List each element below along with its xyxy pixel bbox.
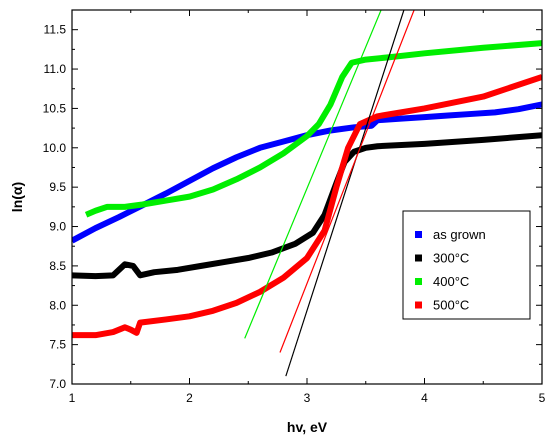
x-axis-title: hv, eV [287,419,328,435]
legend-box [402,210,531,320]
y-axis: 7.0 7.5 8.0 8.5 9.0 9.5 10.0 10.5 11.0 11.5 [43,9,542,391]
y-tick-label: 8.0 [49,298,66,312]
legend-label-3: 500°C [433,298,469,313]
legend-marker-1 [415,254,422,262]
x-tick-label: 5 [539,391,546,405]
y-tick-label: 9.5 [49,180,66,194]
legend-label-1: 300°C [433,251,469,266]
legend-marker-0 [415,231,422,238]
legend: as grown 300°C 400°C 500°C [402,210,531,320]
legend-marker-2 [415,278,422,285]
y-tick-label: 9.0 [49,220,66,234]
series-layer [72,40,542,339]
x-tick-label: 4 [421,391,428,405]
fit-line-2 [244,10,382,339]
x-tick-label: 1 [69,391,76,405]
series-line-0 [72,101,542,244]
fit-line-1 [279,10,415,353]
y-tick-label: 7.0 [49,377,66,391]
fit-line-0 [285,10,405,377]
y-tick-label: 10.0 [43,141,67,155]
y-axis-title: ln(α) [9,182,25,212]
legend-label-2: 400°C [433,274,469,289]
x-axis: 1 2 3 4 5 [69,10,546,405]
legend-label-0: as grown [433,227,486,242]
y-tick-label: 7.5 [49,338,66,352]
x-tick-label: 3 [304,391,311,405]
legend-marker-3 [415,301,422,309]
y-tick-label: 10.5 [43,101,67,115]
series-line-1 [72,132,542,280]
y-tick-label: 11.5 [44,23,67,37]
series-line-2 [84,40,542,218]
y-tick-label: 8.5 [49,259,66,273]
series-line-3 [72,74,542,339]
y-tick-label: 11.0 [44,62,67,76]
fit-lines [244,10,415,377]
x-tick-label: 2 [186,391,193,405]
plot-frame [71,9,543,385]
